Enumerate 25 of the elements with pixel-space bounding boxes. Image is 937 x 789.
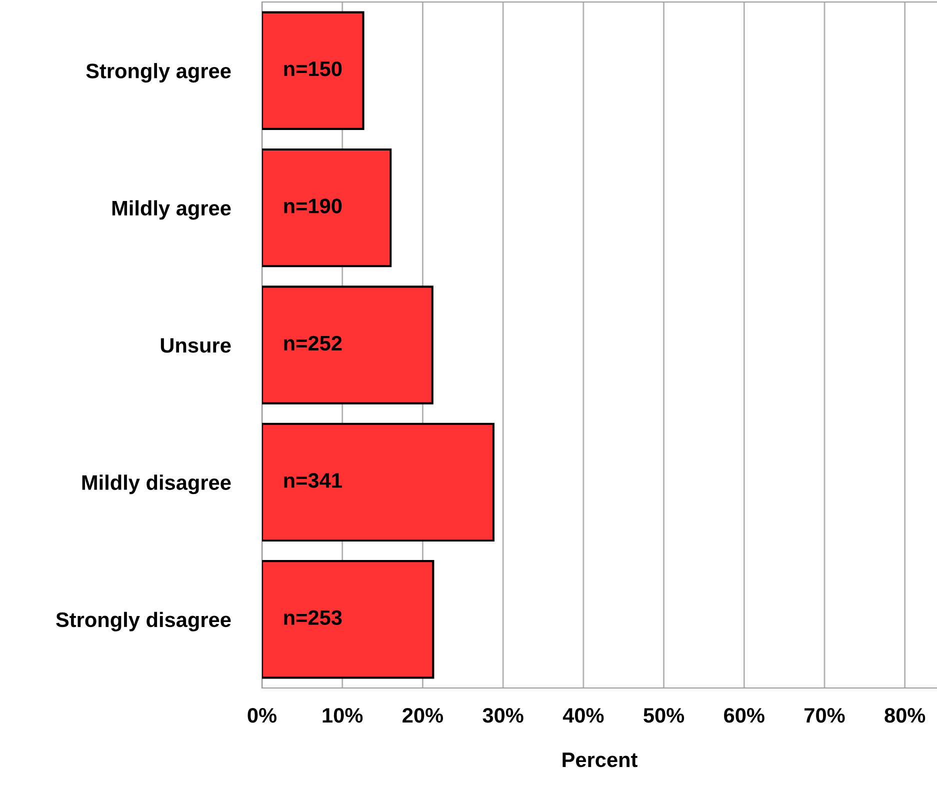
y-tick-label: Mildly disagree bbox=[82, 474, 231, 494]
y-tick-label: Strongly disagree bbox=[56, 612, 231, 632]
y-tick-label: Unsure bbox=[160, 338, 231, 353]
x-tick-label: 50% bbox=[644, 708, 684, 723]
x-tick-label: 60% bbox=[724, 708, 764, 723]
bar bbox=[262, 560, 434, 679]
annotation: n=341 bbox=[284, 473, 342, 488]
x-tick-label: 70% bbox=[804, 708, 845, 723]
x-tick-label: 30% bbox=[482, 708, 524, 723]
bar bbox=[262, 148, 392, 268]
bar bbox=[262, 422, 494, 542]
y-tick-label: Mildly agree bbox=[112, 200, 231, 220]
bar bbox=[262, 11, 364, 130]
x-axis-title: Percent bbox=[562, 752, 638, 768]
x-tick-label: 20% bbox=[402, 708, 444, 723]
x-tick-label: 0% bbox=[248, 708, 277, 723]
annotation: n=190 bbox=[284, 198, 342, 214]
x-tick-label: 40% bbox=[562, 708, 604, 723]
y-tick-label: Strongly agree bbox=[86, 63, 231, 83]
annotation: n=253 bbox=[284, 610, 342, 626]
annotation: n=252 bbox=[284, 336, 342, 351]
bar bbox=[262, 286, 434, 404]
annotation: n=150 bbox=[284, 61, 342, 76]
x-tick-label: 80% bbox=[884, 708, 926, 723]
x-tick-label: 10% bbox=[322, 708, 363, 723]
